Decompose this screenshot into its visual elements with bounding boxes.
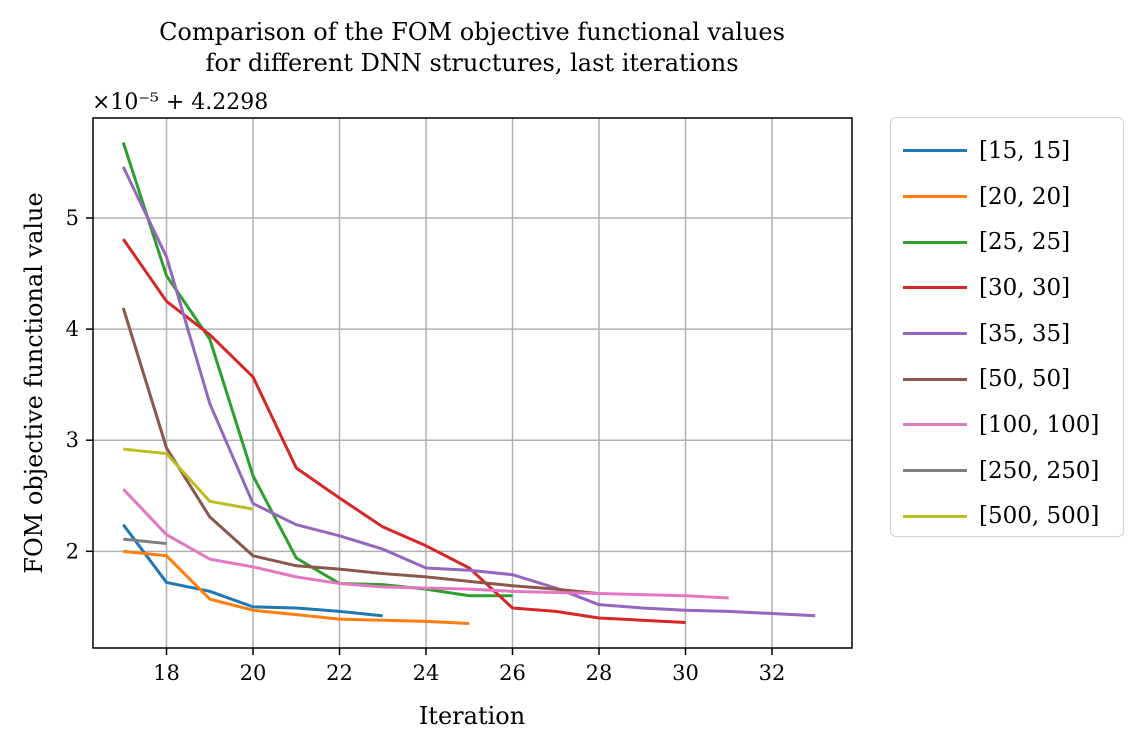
legend-item: [25, 25] [903, 219, 1111, 265]
chart-title-line-1: Comparison of the FOM objective function… [159, 18, 785, 46]
y-offset-label: ×10⁻⁵ + 4.2298 [92, 90, 268, 115]
legend-swatch [903, 469, 967, 473]
series-line-0 [122, 523, 383, 618]
x-tick-label: 24 [413, 661, 440, 685]
legend-label: [35, 35] [979, 320, 1071, 347]
legend-swatch [903, 377, 967, 381]
y-tick-label: 5 [66, 206, 79, 230]
x-ticks: 18 20 22 24 26 28 30 32 [153, 648, 785, 685]
legend-label: [25, 25] [979, 229, 1071, 256]
x-tick-label: 18 [153, 661, 180, 685]
legend-label: [50, 50] [979, 366, 1071, 393]
y-tick-label: 2 [66, 539, 79, 563]
legend-item: [250, 250] [903, 448, 1111, 494]
legend-swatch [903, 423, 967, 427]
y-axis-label: FOM objective functional value [20, 192, 48, 573]
series-line-3 [122, 238, 686, 624]
y-tick-label: 3 [66, 428, 79, 452]
legend-label: [30, 30] [979, 274, 1071, 301]
x-tick-label: 28 [586, 661, 613, 685]
series-line-7 [123, 537, 167, 546]
x-tick-label: 22 [326, 661, 353, 685]
series-line-2 [121, 141, 513, 598]
legend-item: [15, 15] [903, 128, 1111, 174]
legend-item: [500, 500] [903, 494, 1111, 540]
legend-swatch [903, 240, 967, 244]
x-tick-label: 20 [240, 661, 267, 685]
chart-title-line-2: for different DNN structures, last itera… [205, 49, 738, 77]
x-tick-label: 30 [672, 661, 699, 685]
legend-label: [100, 100] [979, 411, 1100, 438]
legend-swatch [903, 332, 967, 336]
x-tick-label: 26 [499, 661, 526, 685]
legend-label: [15, 15] [979, 137, 1071, 164]
legend-item: [50, 50] [903, 356, 1111, 402]
grid-lines [93, 118, 852, 648]
series-line-4 [121, 166, 816, 618]
y-tick-label: 4 [66, 317, 79, 341]
series-line-1 [123, 549, 470, 626]
legend-swatch [903, 286, 967, 290]
plot-lines [121, 141, 816, 626]
series-line-8 [123, 447, 254, 511]
legend-item: [100, 100] [903, 402, 1111, 448]
legend-item: [35, 35] [903, 311, 1111, 357]
plot-frame [92, 117, 853, 649]
y-ticks: 2 3 4 5 [66, 206, 93, 563]
series-line-5 [121, 307, 600, 596]
legend: [15, 15] [20, 20] [25, 25] [30, 30] [35, 35]… [890, 117, 1124, 537]
x-tick-label: 32 [759, 661, 786, 685]
legend-swatch [903, 149, 967, 153]
x-axis-label: Iteration [419, 702, 525, 730]
legend-swatch [903, 195, 967, 199]
legend-label: [250, 250] [979, 457, 1100, 484]
legend-item: [30, 30] [903, 265, 1111, 311]
series-line-6 [122, 488, 729, 600]
legend-item: [20, 20] [903, 174, 1111, 220]
legend-label: [500, 500] [979, 503, 1100, 530]
legend-label: [20, 20] [979, 183, 1071, 210]
legend-swatch [903, 514, 967, 518]
